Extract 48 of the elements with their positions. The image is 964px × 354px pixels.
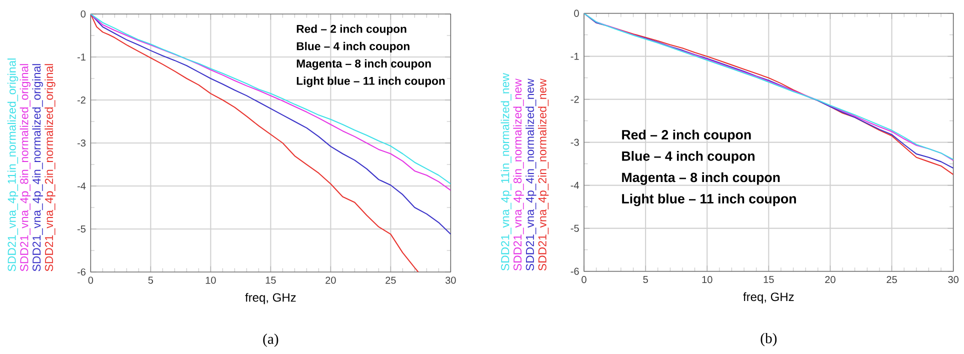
x-tick-label: 10 [702,276,712,284]
text: SDD21_vna_4p_11in_normalized_new [500,73,512,271]
y-tick-label: -3 [78,139,86,147]
x-tick-label: 0 [582,276,586,284]
x-tick-label: 10 [206,276,216,284]
annotation: Blue – 4 inch coupon [622,151,754,164]
x-tick-label: 15 [266,276,276,284]
y-tick-label: -2 [78,96,86,104]
y-tick-label: -2 [570,96,579,103]
y-tick-label: -1 [570,52,579,60]
x-tick-label: 15 [764,276,774,284]
annotation: Red – 2 inch coupon [296,24,406,36]
x-tick-label: 25 [386,276,396,284]
annotation: Light blue – 11 inch coupon [622,194,796,206]
x-tick-label: 20 [825,276,836,284]
text: (a) [263,334,278,347]
x-tick-label: 20 [326,276,336,284]
annotation: Magenta – 8 inch coupon [296,59,431,70]
text: SDD21_vna_4p_4in_normalized_original [32,64,43,272]
y-tick-label: -5 [78,226,86,232]
y-tick-label: -3 [570,138,579,146]
y-tick-label: 0 [574,10,579,17]
y-tick-label: -4 [570,182,579,189]
y-tick-label: -6 [78,268,86,276]
annotation: Light blue – 11 inch coupon [296,76,445,88]
text: SDD21_vna_4p_8in_normalized_original [20,64,31,272]
text: SDD21_vna_4p_2in_normalized_new [538,78,549,271]
text: SDD21_vna_4p_11in_normalized_original [7,58,18,272]
x-tick-label: 5 [148,276,154,284]
text: SDD21_vna_4p_8in_normalized_new [513,78,524,271]
x-tick-label: 5 [643,276,648,284]
x-axis-title: freq, GHz [245,292,296,304]
y-tick-label: -6 [570,268,579,275]
annotation: Red – 2 inch coupon [622,130,751,142]
text: SDD21_vna_4p_4in_normalized_new [526,78,536,271]
y-tick-label: -1 [78,54,86,60]
text: (b) [760,332,777,346]
y-tick-label: -5 [570,224,579,232]
annotation: Blue – 4 inch coupon [296,42,410,52]
annotation: Magenta – 8 inch coupon [622,172,780,185]
x-tick-label: 30 [948,276,958,284]
x-axis-title: freq, GHz [743,292,794,304]
x-tick-label: 0 [88,276,94,284]
y-tick-label: -4 [78,182,86,190]
text: SDD21_vna_4p_2in_normalized_original [44,64,56,272]
y-tick-label: 0 [80,10,86,18]
x-tick-label: 30 [445,276,456,284]
x-tick-label: 25 [886,276,897,284]
